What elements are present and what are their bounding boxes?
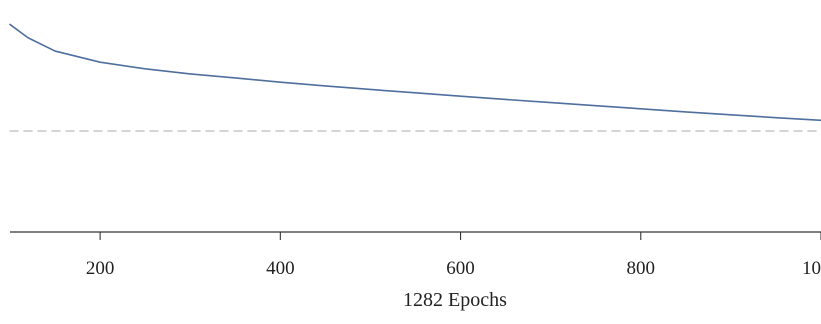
x-tick-label-600: 600 (446, 258, 475, 279)
x-tick-label-400: 400 (266, 258, 295, 279)
plot-layer (9, 23, 821, 132)
x-tick-label-800: 800 (627, 258, 656, 279)
x-tick-label-1000: 1000 (802, 258, 821, 279)
axis-layer: 200 400 600 800 1000 (10, 231, 821, 279)
x-tick-label-200: 200 (86, 258, 115, 279)
x-axis-label: 1282 Epochs (403, 289, 507, 311)
loss-series-line (9, 23, 821, 122)
